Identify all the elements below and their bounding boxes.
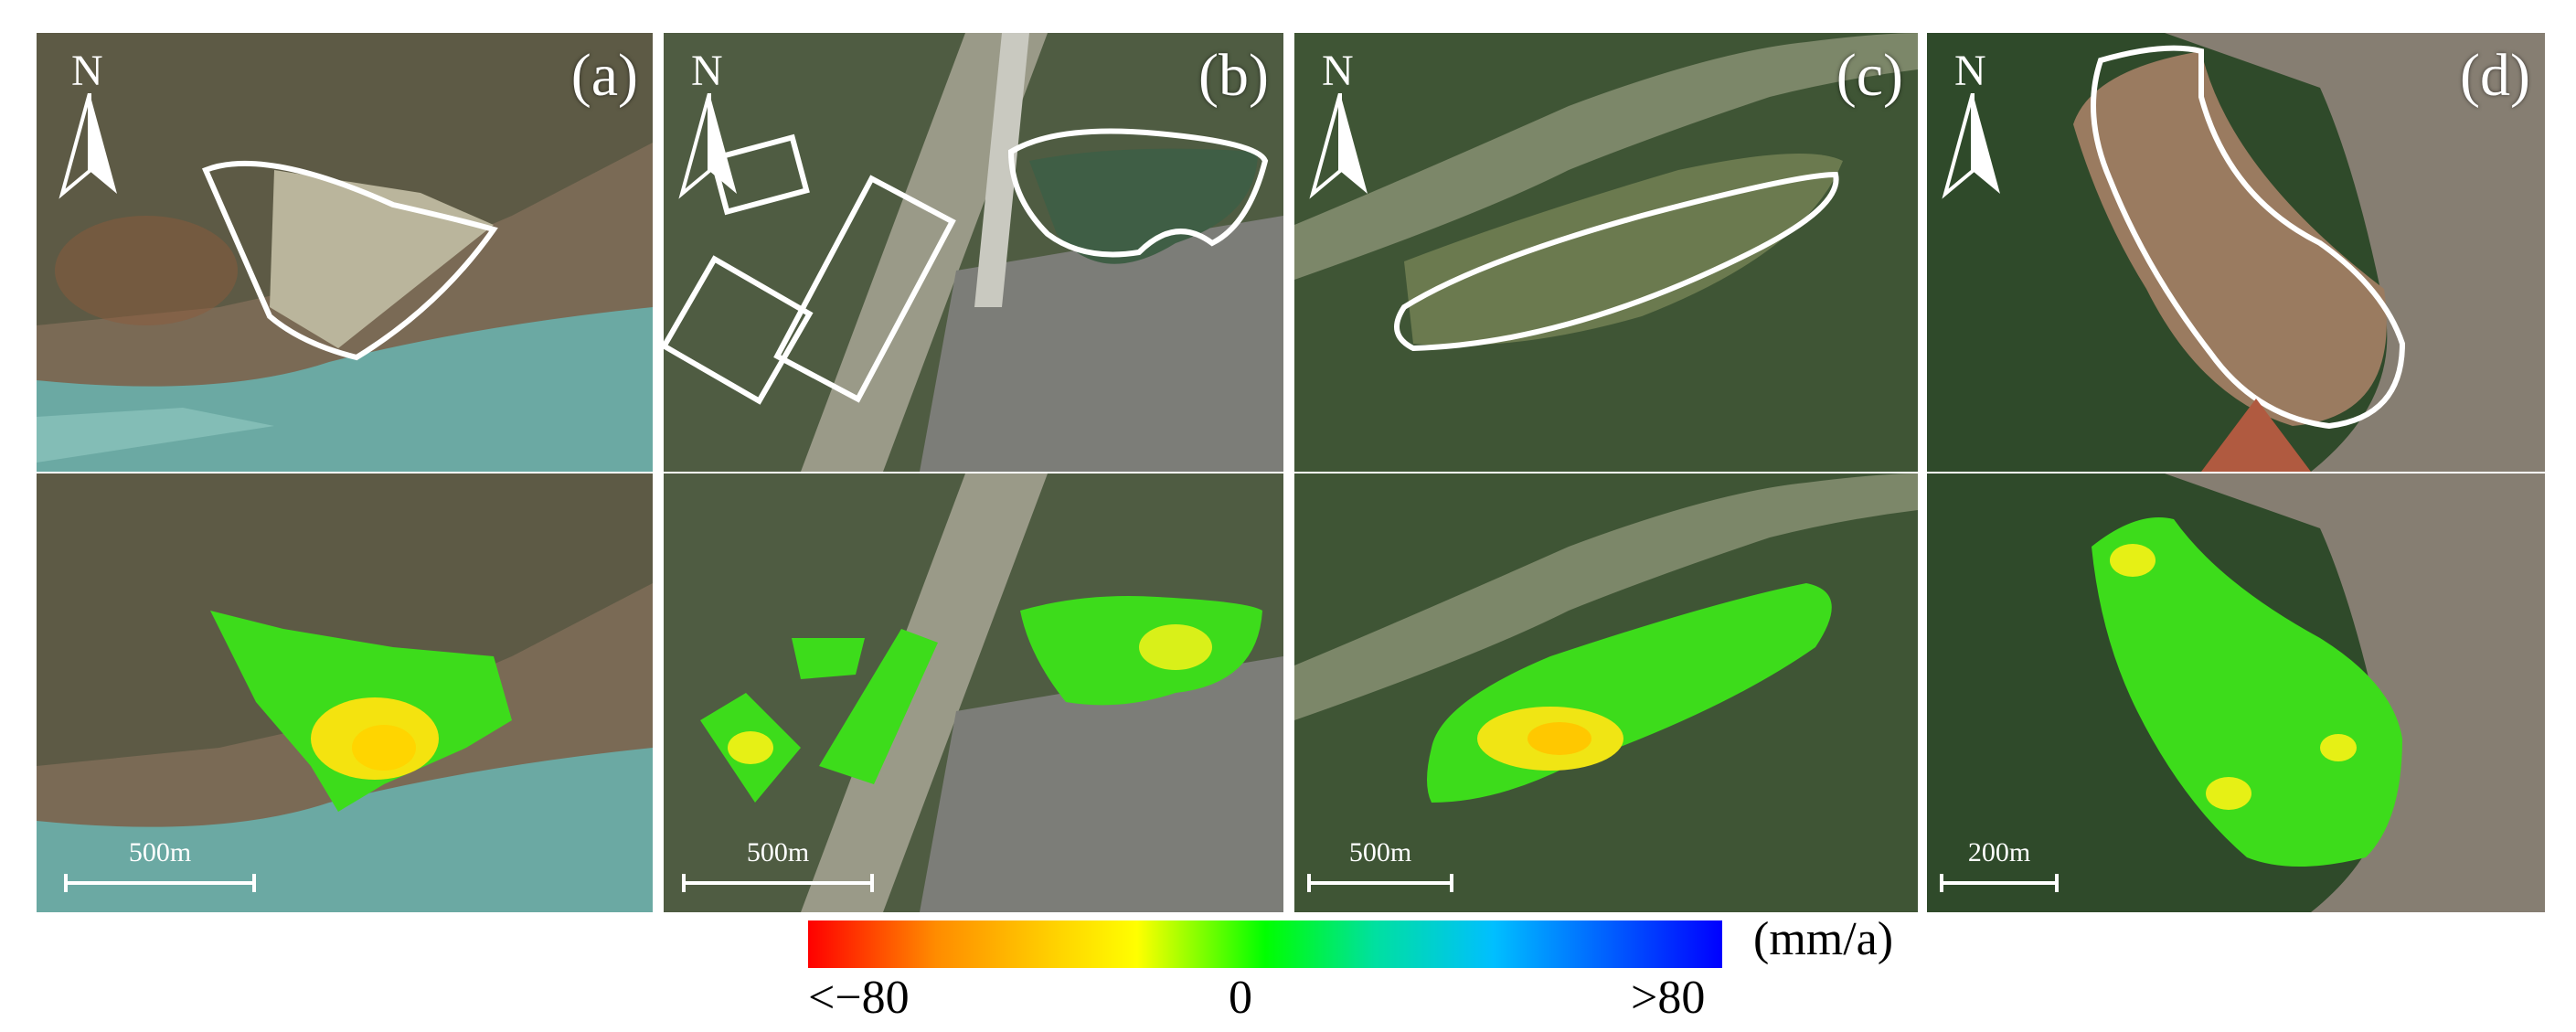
deformation-map-c — [1294, 473, 1918, 912]
scale-bar-b: 500m — [682, 837, 874, 892]
north-arrow-icon — [678, 93, 737, 199]
north-label: N — [691, 47, 723, 95]
panel-b-deformation: 500m — [664, 473, 1283, 912]
panel-a-optical: N (a) — [37, 33, 653, 472]
scale-bar-label: 200m — [1967, 837, 2031, 867]
scale-bar-line — [682, 874, 874, 892]
legend-max-label: >80 — [1631, 972, 1706, 1024]
scale-bar-line — [64, 874, 256, 892]
panel-a-deformation: 500m — [37, 473, 653, 912]
colorbar-legend — [808, 920, 1722, 968]
scale-bar-line — [1940, 874, 2059, 892]
deformation-map-d — [1927, 473, 2545, 912]
north-arrow-icon — [1309, 93, 1368, 199]
north-arrow: N — [1936, 49, 2009, 205]
north-label: N — [1954, 47, 1986, 95]
north-arrow: N — [53, 49, 126, 205]
deformation-map-a — [37, 473, 653, 912]
panel-label-b: (b) — [1198, 42, 1269, 109]
north-arrow: N — [1304, 49, 1377, 205]
north-arrow-icon — [59, 93, 117, 199]
scale-bar-label: 500m — [1348, 837, 1412, 867]
scale-bar-a: 500m — [64, 837, 256, 892]
scale-bar-label: 500m — [128, 837, 192, 867]
scale-bar-c: 500m — [1307, 837, 1453, 892]
north-label: N — [71, 47, 103, 95]
scale-bar-label: 500m — [746, 837, 810, 867]
panel-label-a: (a) — [570, 42, 638, 109]
north-arrow-icon — [1942, 93, 2000, 199]
panel-label-c: (c) — [1836, 42, 1903, 109]
satellite-image-c — [1294, 33, 1918, 472]
deformation-map-b — [664, 473, 1283, 912]
scale-bar-line — [1307, 874, 1453, 892]
satellite-image-b — [664, 33, 1283, 472]
legend-min-label: <−80 — [808, 972, 910, 1024]
panel-d-optical: N (d) — [1927, 33, 2545, 472]
panel-d-deformation: 200m — [1927, 473, 2545, 912]
legend-unit: (mm/a) — [1753, 913, 1894, 965]
legend-mid-label: 0 — [1229, 972, 1252, 1024]
panel-b-optical: N (b) — [664, 33, 1283, 472]
north-label: N — [1322, 47, 1354, 95]
north-arrow: N — [673, 49, 746, 205]
panel-label-d: (d) — [2460, 42, 2530, 109]
panel-c-deformation: 500m — [1294, 473, 1918, 912]
colorbar — [808, 920, 1722, 968]
satellite-image-d — [1927, 33, 2545, 472]
scale-bar-d: 200m — [1940, 837, 2059, 892]
satellite-image-a — [37, 33, 653, 472]
panel-c-optical: N (c) — [1294, 33, 1918, 472]
